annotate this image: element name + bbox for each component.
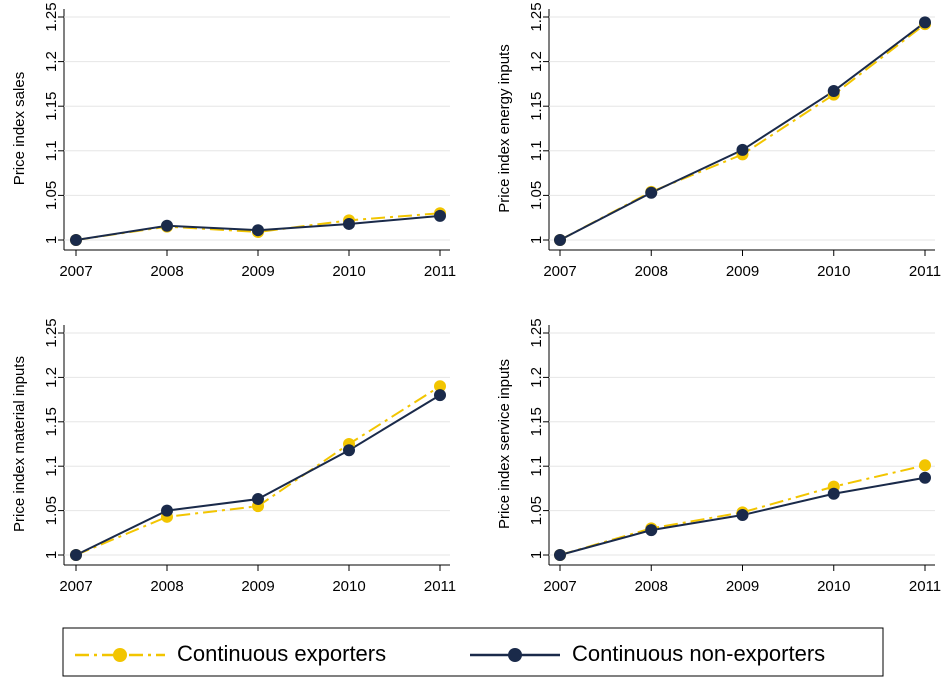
point	[252, 224, 264, 237]
point	[827, 85, 840, 98]
y-tick-label: 1.2	[43, 51, 60, 72]
x-tick-label: 2010	[817, 578, 850, 595]
series-line	[559, 464, 926, 556]
y-tick-label: 1.25	[528, 318, 545, 347]
y-axis-label: Price index sales	[11, 72, 28, 185]
x-tick-label: 2011	[909, 578, 941, 595]
y-tick-label: 1.2	[528, 51, 545, 72]
point	[161, 219, 173, 232]
y-tick-label: 1.25	[528, 2, 545, 31]
x-tick-label: 2009	[726, 578, 759, 595]
y-tick-label: 1	[43, 236, 60, 244]
x-tick-label: 2007	[543, 263, 576, 280]
y-axis-label: Price index energy inputs	[496, 44, 513, 212]
point	[434, 209, 446, 222]
point	[645, 186, 658, 199]
point	[343, 444, 355, 457]
y-tick-label: 1.2	[43, 367, 60, 388]
x-tick-label: 2007	[59, 263, 92, 280]
x-tick-label: 2008	[150, 263, 183, 280]
point	[919, 16, 931, 29]
y-tick-label: 1	[528, 236, 545, 244]
point	[736, 143, 749, 156]
series-line	[559, 23, 926, 241]
y-tick-label: 1	[528, 551, 545, 559]
y-tick-label: 1.1	[528, 140, 545, 161]
point	[919, 459, 931, 472]
y-axis-label: Price index service inputs	[496, 359, 513, 529]
y-tick-label: 1.2	[528, 367, 545, 388]
x-tick-label: 2011	[424, 263, 456, 280]
x-tick-label: 2008	[150, 578, 183, 595]
y-tick-label: 1.05	[528, 496, 545, 525]
y-tick-label: 1.15	[43, 92, 60, 121]
x-tick-label: 2007	[59, 578, 92, 595]
y-tick-label: 1	[43, 551, 60, 559]
point	[827, 487, 840, 500]
point	[161, 504, 173, 517]
y-tick-label: 1.05	[43, 181, 60, 210]
x-tick-label: 2009	[241, 263, 274, 280]
y-tick-label: 1.1	[43, 456, 60, 477]
point	[554, 549, 566, 561]
series-line	[559, 21, 926, 241]
point	[70, 549, 82, 561]
y-tick-label: 1.25	[43, 2, 60, 31]
legend-box	[62, 627, 884, 677]
y-tick-label: 1.15	[528, 407, 545, 436]
x-tick-label: 2008	[635, 263, 668, 280]
point	[434, 380, 446, 393]
x-tick-label: 2007	[543, 578, 576, 595]
x-tick-label: 2010	[332, 578, 365, 595]
point	[70, 234, 82, 246]
y-tick-label: 1.05	[43, 496, 60, 525]
x-tick-label: 2009	[726, 263, 759, 280]
point	[434, 389, 446, 402]
point	[554, 234, 566, 246]
legend-label: Continuous non-exporters	[572, 641, 825, 666]
legend-marker	[113, 648, 127, 662]
point	[343, 217, 355, 230]
x-tick-label: 2008	[635, 578, 668, 595]
y-axis-label: Price index material inputs	[11, 356, 28, 532]
point	[252, 493, 264, 506]
legend-label: Continuous exporters	[177, 641, 386, 666]
x-tick-label: 2010	[817, 263, 850, 280]
point	[736, 509, 749, 522]
x-tick-label: 2011	[909, 263, 941, 280]
point	[645, 524, 658, 537]
x-tick-label: 2010	[332, 263, 365, 280]
y-tick-label: 1.1	[528, 456, 545, 477]
series-line	[75, 385, 441, 556]
y-tick-label: 1.05	[528, 181, 545, 210]
y-tick-label: 1.15	[528, 92, 545, 121]
legend-marker	[508, 648, 522, 662]
y-tick-label: 1.1	[43, 140, 60, 161]
point	[919, 471, 931, 484]
y-tick-label: 1.25	[43, 318, 60, 347]
x-tick-label: 2009	[241, 578, 274, 595]
y-tick-label: 1.15	[43, 407, 60, 436]
x-tick-label: 2011	[424, 578, 456, 595]
